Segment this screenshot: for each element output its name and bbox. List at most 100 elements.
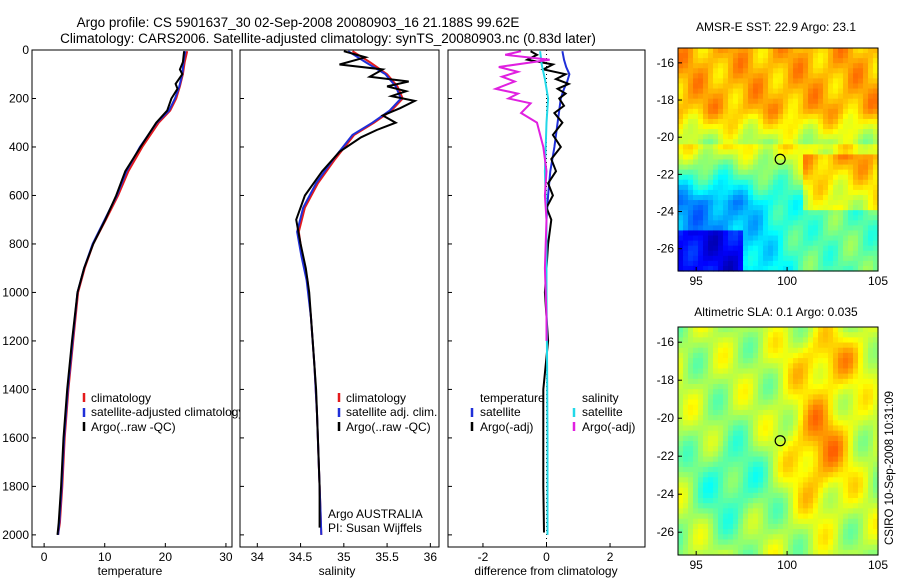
map-cell: [843, 245, 849, 252]
map-cell: [803, 169, 809, 176]
map-cell: [708, 498, 714, 504]
map-cell: [743, 482, 749, 489]
map-cell: [718, 518, 724, 525]
map-cell: [708, 78, 714, 85]
map-cell: [793, 184, 799, 191]
map-cell: [708, 368, 714, 375]
map-cell: [728, 134, 734, 140]
map-cell: [748, 189, 754, 196]
map-cell: [813, 58, 819, 64]
map-cell: [728, 461, 734, 468]
map-cell: [758, 420, 764, 427]
map-cell: [828, 404, 834, 411]
map-cell: [738, 220, 744, 226]
map-cell: [723, 389, 729, 395]
map-cell: [703, 98, 709, 105]
map-cell: [848, 477, 854, 484]
map-cell: [733, 144, 739, 150]
map-cell: [833, 225, 839, 232]
map-cell: [858, 337, 864, 344]
map-cell: [723, 250, 729, 257]
map-cell: [698, 220, 704, 226]
map-cell: [813, 144, 819, 150]
map-cell: [863, 332, 869, 338]
legend-header-temperature: temperature: [480, 391, 545, 405]
map-cell: [803, 53, 809, 59]
map-cell: [768, 358, 774, 364]
map-cell: [713, 225, 719, 232]
map-cell: [708, 482, 714, 489]
map-cell: [698, 118, 704, 125]
map-cell: [868, 394, 874, 401]
map-cell: [733, 498, 739, 504]
map-cell: [833, 487, 839, 494]
map-cell: [813, 466, 819, 473]
map-cell: [688, 124, 694, 130]
map-cell: [728, 179, 734, 186]
map-cell: [798, 184, 804, 191]
map-cell: [708, 327, 714, 333]
map-cell: [823, 169, 829, 176]
map-cell: [838, 215, 844, 221]
map-cell: [838, 164, 844, 171]
map-cell: [793, 477, 799, 484]
map-cell: [723, 508, 729, 515]
map-cell: [808, 415, 814, 421]
map-cell: [863, 513, 869, 520]
map-cell: [868, 149, 874, 156]
map-cell: [683, 154, 689, 161]
map-cell: [848, 394, 854, 401]
map-cell: [718, 327, 724, 333]
map-cell: [718, 215, 724, 221]
map-cell: [718, 430, 724, 437]
map-cell: [763, 235, 769, 242]
map-cell: [718, 498, 724, 504]
map-cell: [793, 124, 799, 130]
map-cell: [788, 245, 794, 252]
map-cell: [733, 425, 739, 432]
map-cell: [783, 352, 789, 359]
map-cell: [783, 404, 789, 411]
map-cell: [803, 124, 809, 130]
map-cell: [743, 159, 749, 166]
map-cell: [728, 518, 734, 525]
map-cell: [703, 337, 709, 344]
map-cell: [708, 342, 714, 349]
map-cell: [863, 245, 869, 252]
map-cell: [833, 472, 839, 478]
map-cell: [678, 220, 684, 226]
map-cell: [763, 456, 769, 463]
map-cell: [758, 466, 764, 473]
map-cell: [698, 124, 704, 130]
map-cell: [863, 435, 869, 442]
map-cell: [703, 378, 709, 385]
map-cell: [698, 435, 704, 442]
map-cell: [698, 399, 704, 406]
map-cell: [798, 425, 804, 432]
x-tick-label: 35: [337, 550, 351, 564]
map-cell: [708, 409, 714, 416]
map-cell: [778, 220, 784, 226]
map-cell: [703, 113, 709, 120]
map-cell: [778, 487, 784, 494]
map-cell: [813, 174, 819, 181]
map-cell: [788, 409, 794, 416]
map-cell: [873, 415, 879, 421]
map-cell: [838, 492, 844, 499]
map-cell: [788, 189, 794, 196]
map-cell: [823, 477, 829, 484]
map-cell: [823, 513, 829, 520]
map-cell: [753, 164, 759, 171]
map-cell: [723, 174, 729, 181]
map-cell: [823, 430, 829, 437]
map-cell: [743, 337, 749, 344]
map-cell: [703, 327, 709, 333]
map-cell: [818, 347, 824, 354]
map-cell: [823, 358, 829, 364]
map-cell: [853, 451, 859, 458]
map-cell: [873, 200, 879, 206]
map-cell: [848, 179, 854, 186]
map-cell: [708, 534, 714, 541]
map-cell: [698, 503, 704, 509]
map-cell: [823, 352, 829, 359]
